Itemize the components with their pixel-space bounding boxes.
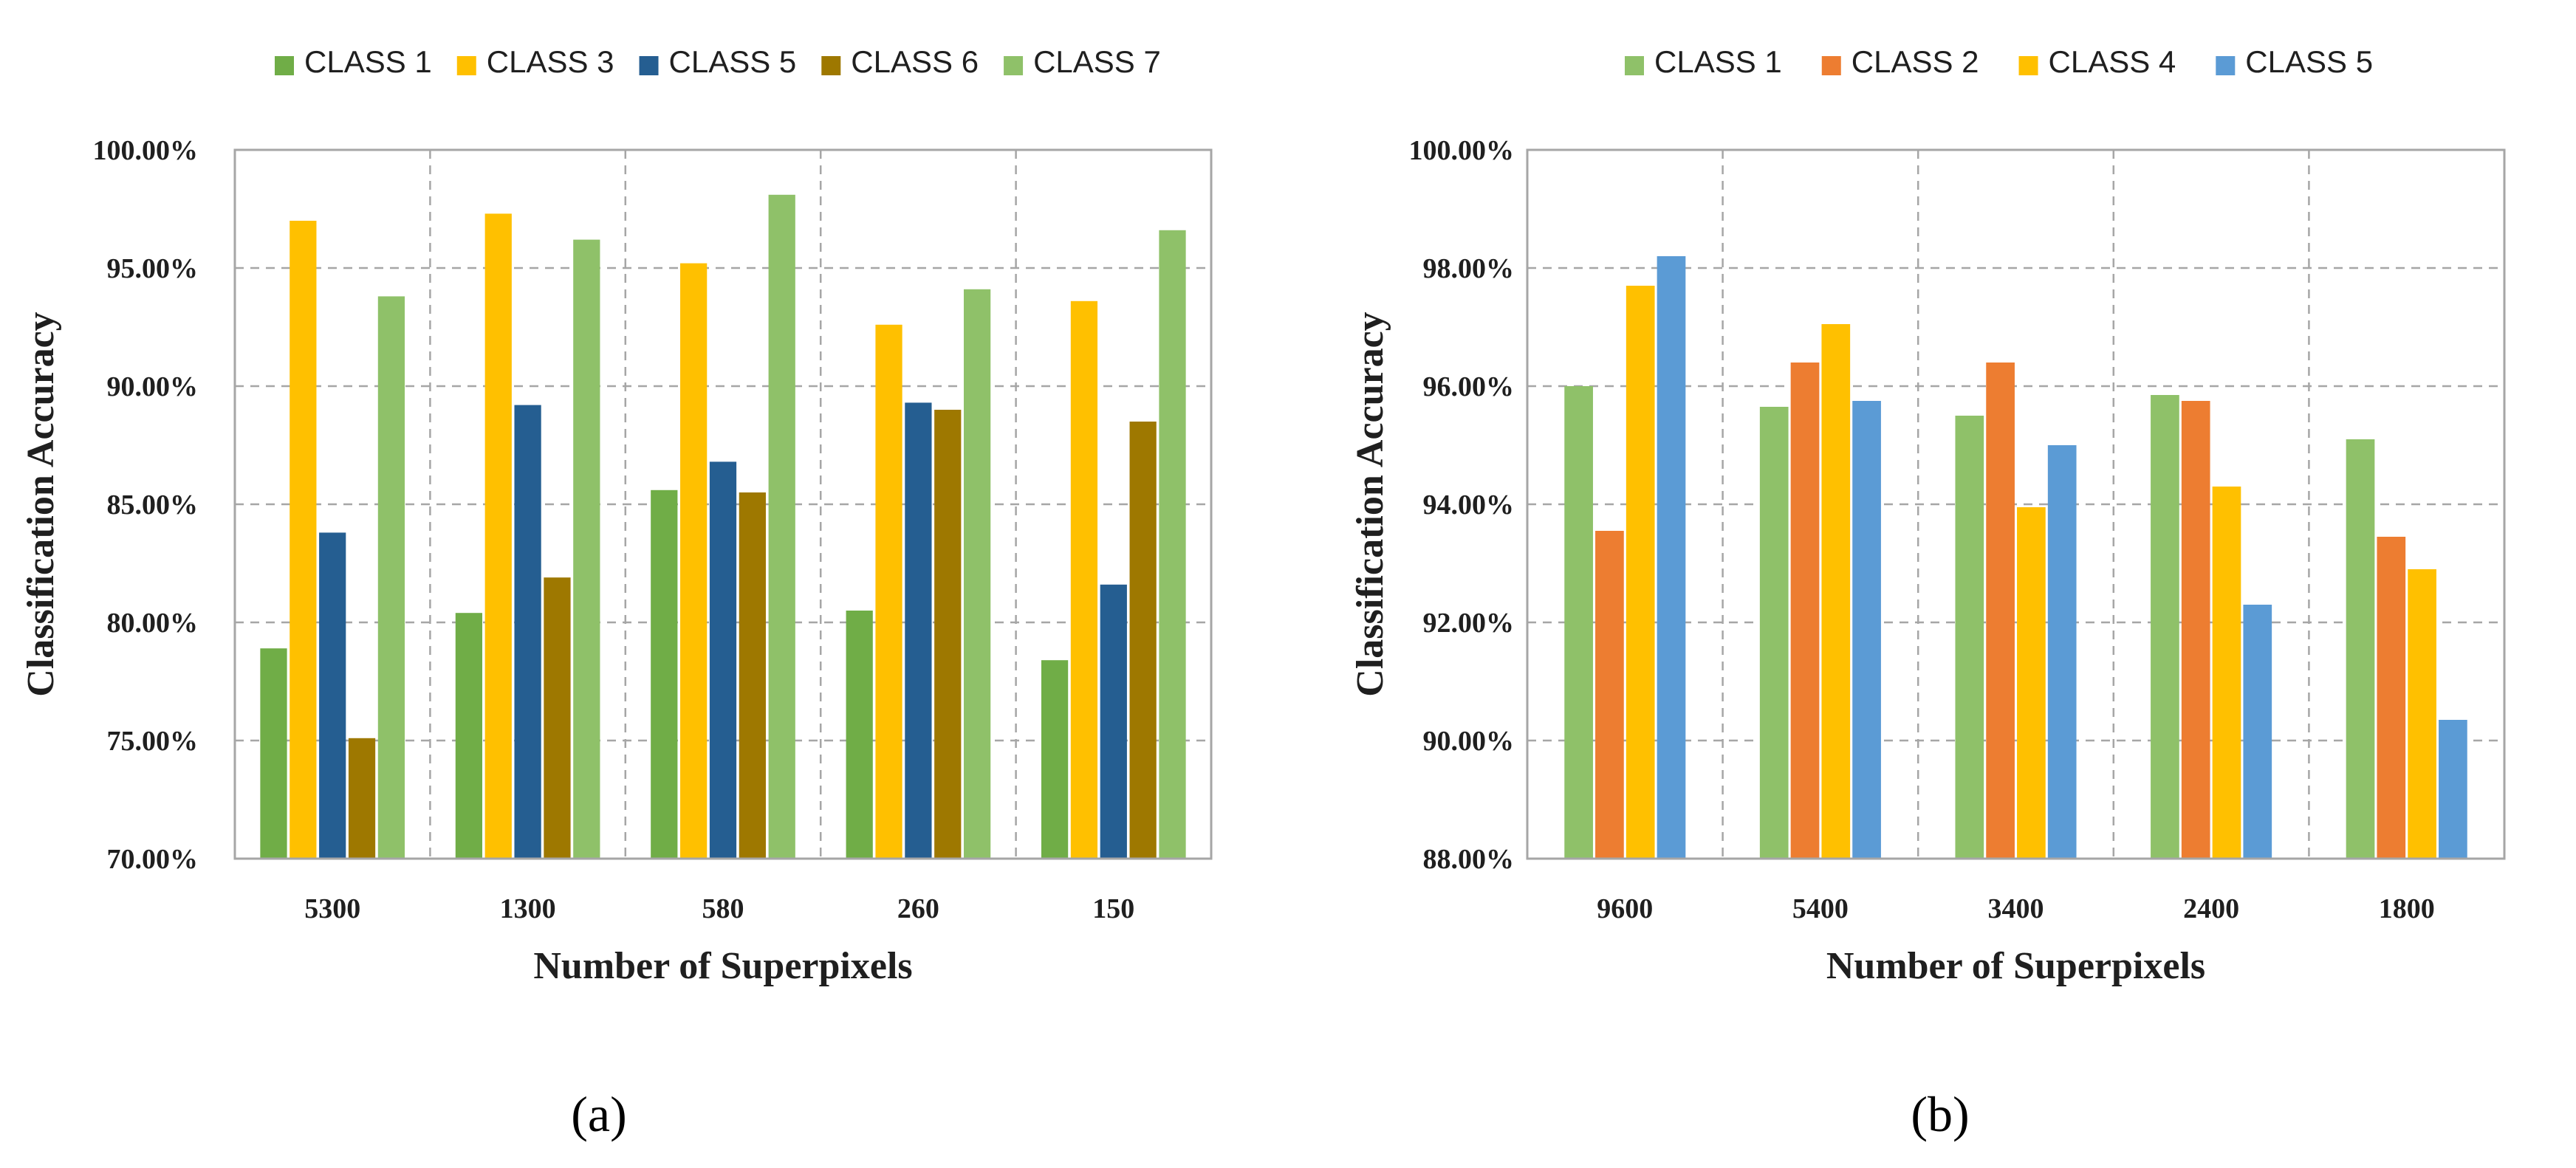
a-bar-class-6-1300 bbox=[544, 577, 571, 859]
a-ytick-label: 80.00% bbox=[107, 608, 199, 639]
a-bar-class-1-1300 bbox=[455, 613, 483, 859]
a-bar-class-1-260 bbox=[846, 611, 873, 859]
a-legend-swatch bbox=[639, 56, 659, 75]
a-bar-class-7-5300 bbox=[377, 296, 405, 859]
a-bar-class-6-5300 bbox=[348, 738, 376, 859]
a-bar-class-6-150 bbox=[1129, 422, 1157, 859]
a-legend-swatch bbox=[1004, 56, 1024, 75]
b-bar-class-1-9600 bbox=[1564, 386, 1593, 859]
b-bar-class-5-1800 bbox=[2439, 720, 2467, 859]
b-xtick-label: 5400 bbox=[1792, 893, 1849, 924]
b-bar-class-4-9600 bbox=[1626, 286, 1655, 859]
a-panel-label: (a) bbox=[571, 1086, 626, 1142]
a-xtick-label: 1300 bbox=[500, 893, 556, 924]
a-bar-class-5-260 bbox=[905, 402, 932, 859]
b-ytick-label: 92.00% bbox=[1423, 608, 1515, 639]
b-x-axis-title: Number of Superpixels bbox=[1826, 945, 2205, 987]
a-x-axis-title: Number of Superpixels bbox=[533, 945, 912, 987]
b-bar-class-1-3400 bbox=[1955, 416, 1984, 859]
a-xtick-label: 260 bbox=[897, 893, 939, 924]
a-bar-class-7-260 bbox=[963, 289, 991, 859]
b-ytick-label: 94.00% bbox=[1423, 489, 1515, 521]
a-bar-class-5-580 bbox=[709, 461, 737, 859]
b-bar-class-2-1800 bbox=[2377, 537, 2406, 859]
b-bar-class-2-2400 bbox=[2181, 401, 2210, 859]
a-xtick-label: 580 bbox=[702, 893, 744, 924]
b-bar-class-5-3400 bbox=[2047, 445, 2077, 859]
b-y-axis-title: Classification Accuracy bbox=[1349, 312, 1391, 696]
b-legend-label: CLASS 4 bbox=[2049, 44, 2176, 79]
b-legend-swatch bbox=[1821, 56, 1841, 75]
b-legend-swatch bbox=[2216, 56, 2236, 75]
a-ytick-label: 75.00% bbox=[107, 726, 199, 757]
b-bar-class-1-1800 bbox=[2346, 439, 2375, 859]
b-xtick-label: 9600 bbox=[1597, 893, 1653, 924]
b-bar-class-1-5400 bbox=[1759, 407, 1789, 859]
a-ytick-label: 95.00% bbox=[107, 253, 199, 284]
a-legend-label: CLASS 1 bbox=[304, 44, 432, 79]
a-ytick-label: 85.00% bbox=[107, 489, 199, 521]
a-bar-class-7-580 bbox=[768, 194, 795, 859]
b-ytick-label: 90.00% bbox=[1423, 726, 1515, 757]
a-xtick-label: 150 bbox=[1092, 893, 1134, 924]
a-ytick-label: 90.00% bbox=[107, 371, 199, 402]
a-ytick-label: 70.00% bbox=[107, 844, 199, 875]
b-bar-class-4-5400 bbox=[1821, 324, 1851, 859]
a-legend-label: CLASS 7 bbox=[1033, 44, 1161, 79]
b-xtick-label: 2400 bbox=[2183, 893, 2239, 924]
b-ytick-label: 100.00% bbox=[1409, 135, 1515, 166]
a-bar-class-1-150 bbox=[1041, 660, 1069, 859]
a-legend-swatch bbox=[456, 56, 476, 75]
a-bar-class-3-260 bbox=[875, 324, 902, 859]
b-legend-label: CLASS 5 bbox=[2245, 44, 2373, 79]
b-bar-class-5-9600 bbox=[1657, 256, 1686, 859]
b-panel-label: (b) bbox=[1911, 1086, 1969, 1142]
chart-panel-a: 70.00% 75.00% 80.00% 85.00% 90.00% 95.00% 100.… bbox=[20, 44, 1213, 1142]
b-ytick-label: 98.00% bbox=[1423, 253, 1515, 284]
b-bar-class-2-5400 bbox=[1790, 363, 1820, 859]
b-bar-class-2-9600 bbox=[1595, 531, 1624, 859]
a-legend-label: CLASS 6 bbox=[851, 44, 979, 79]
a-bar-class-3-580 bbox=[680, 263, 708, 859]
a-bar-class-6-260 bbox=[934, 410, 962, 859]
b-bar-class-5-5400 bbox=[1852, 401, 1881, 859]
b-legend-label: CLASS 1 bbox=[1654, 44, 1782, 79]
a-bar-class-6-580 bbox=[739, 492, 766, 859]
a-y-axis-title: Classification Accuracy bbox=[20, 312, 62, 696]
a-bar-class-5-5300 bbox=[319, 532, 346, 859]
b-legend-swatch bbox=[2018, 56, 2038, 75]
b-bar-class-4-3400 bbox=[2017, 507, 2046, 859]
a-legend-swatch bbox=[275, 56, 294, 75]
b-ytick-label: 96.00% bbox=[1423, 371, 1515, 402]
chart-panel-b: 88.00% 90.00% 92.00% 94.00% 96.00% 98.00% 100.… bbox=[1349, 44, 2506, 1142]
a-bar-class-5-150 bbox=[1100, 584, 1127, 859]
b-bar-class-5-2400 bbox=[2243, 605, 2272, 859]
a-xtick-label: 5300 bbox=[304, 893, 360, 924]
b-legend-label: CLASS 2 bbox=[1852, 44, 1979, 79]
b-ytick-label: 88.00% bbox=[1423, 844, 1515, 875]
b-plot-area bbox=[1526, 148, 2506, 860]
a-bar-class-5-1300 bbox=[514, 405, 541, 859]
a-legend-label: CLASS 3 bbox=[487, 44, 614, 79]
a-plot-area bbox=[233, 148, 1213, 860]
a-bar-class-3-1300 bbox=[484, 213, 512, 859]
a-bar-class-3-5300 bbox=[290, 221, 317, 859]
a-bar-class-7-150 bbox=[1159, 230, 1186, 859]
b-xtick-label: 1800 bbox=[2379, 893, 2435, 924]
a-bar-class-1-5300 bbox=[260, 648, 287, 859]
b-legend-swatch bbox=[1625, 56, 1644, 75]
b-xtick-label: 3400 bbox=[1988, 893, 2044, 924]
a-bar-class-7-1300 bbox=[573, 239, 600, 859]
a-legend-label: CLASS 5 bbox=[669, 44, 797, 79]
a-ytick-label: 100.00% bbox=[93, 135, 199, 166]
a-bar-class-1-580 bbox=[651, 489, 678, 859]
b-bar-class-4-1800 bbox=[2408, 569, 2436, 859]
b-bar-class-2-3400 bbox=[1986, 363, 2015, 859]
a-bar-class-3-150 bbox=[1070, 300, 1098, 859]
b-bar-class-1-2400 bbox=[2151, 395, 2179, 859]
a-legend-swatch bbox=[821, 56, 841, 75]
b-bar-class-4-2400 bbox=[2212, 487, 2241, 859]
